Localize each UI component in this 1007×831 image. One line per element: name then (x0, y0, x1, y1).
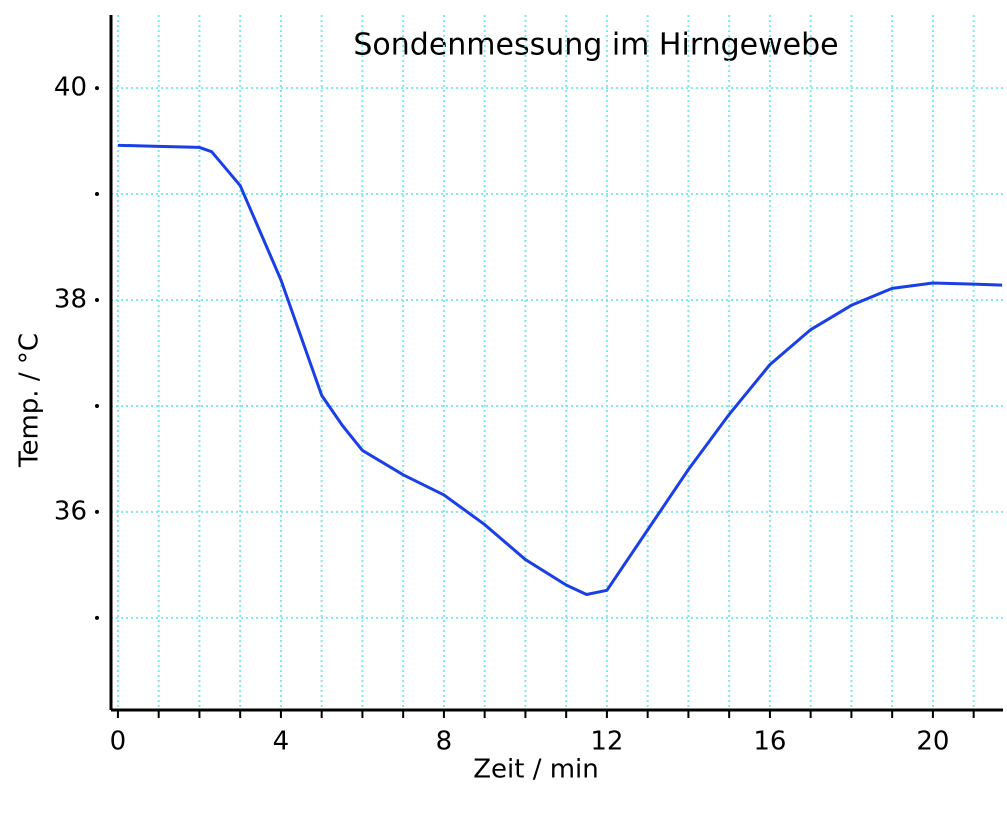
y-tick (95, 86, 99, 91)
x-tick-label: 8 (436, 727, 453, 757)
y-tick (95, 192, 99, 197)
x-tick-label: 12 (590, 727, 623, 757)
y-tick (95, 297, 99, 302)
x-tick-label: 16 (753, 727, 786, 757)
y-tick-label: 40 (54, 73, 87, 103)
x-tick-label: 20 (916, 727, 949, 757)
y-axis-label: Temp. / °C (15, 333, 45, 468)
y-tick (95, 509, 99, 514)
chart-title: Sondenmessung im Hirngewebe (353, 28, 838, 63)
y-tick (95, 615, 99, 620)
y-tick-label: 36 (54, 496, 87, 526)
data-line (117, 143, 1003, 597)
y-tick-label: 38 (54, 284, 87, 314)
x-tick-label: 4 (273, 727, 290, 757)
y-tick (95, 403, 99, 408)
x-axis-label: Zeit / min (473, 755, 599, 785)
x-tick-label: 0 (110, 727, 127, 757)
